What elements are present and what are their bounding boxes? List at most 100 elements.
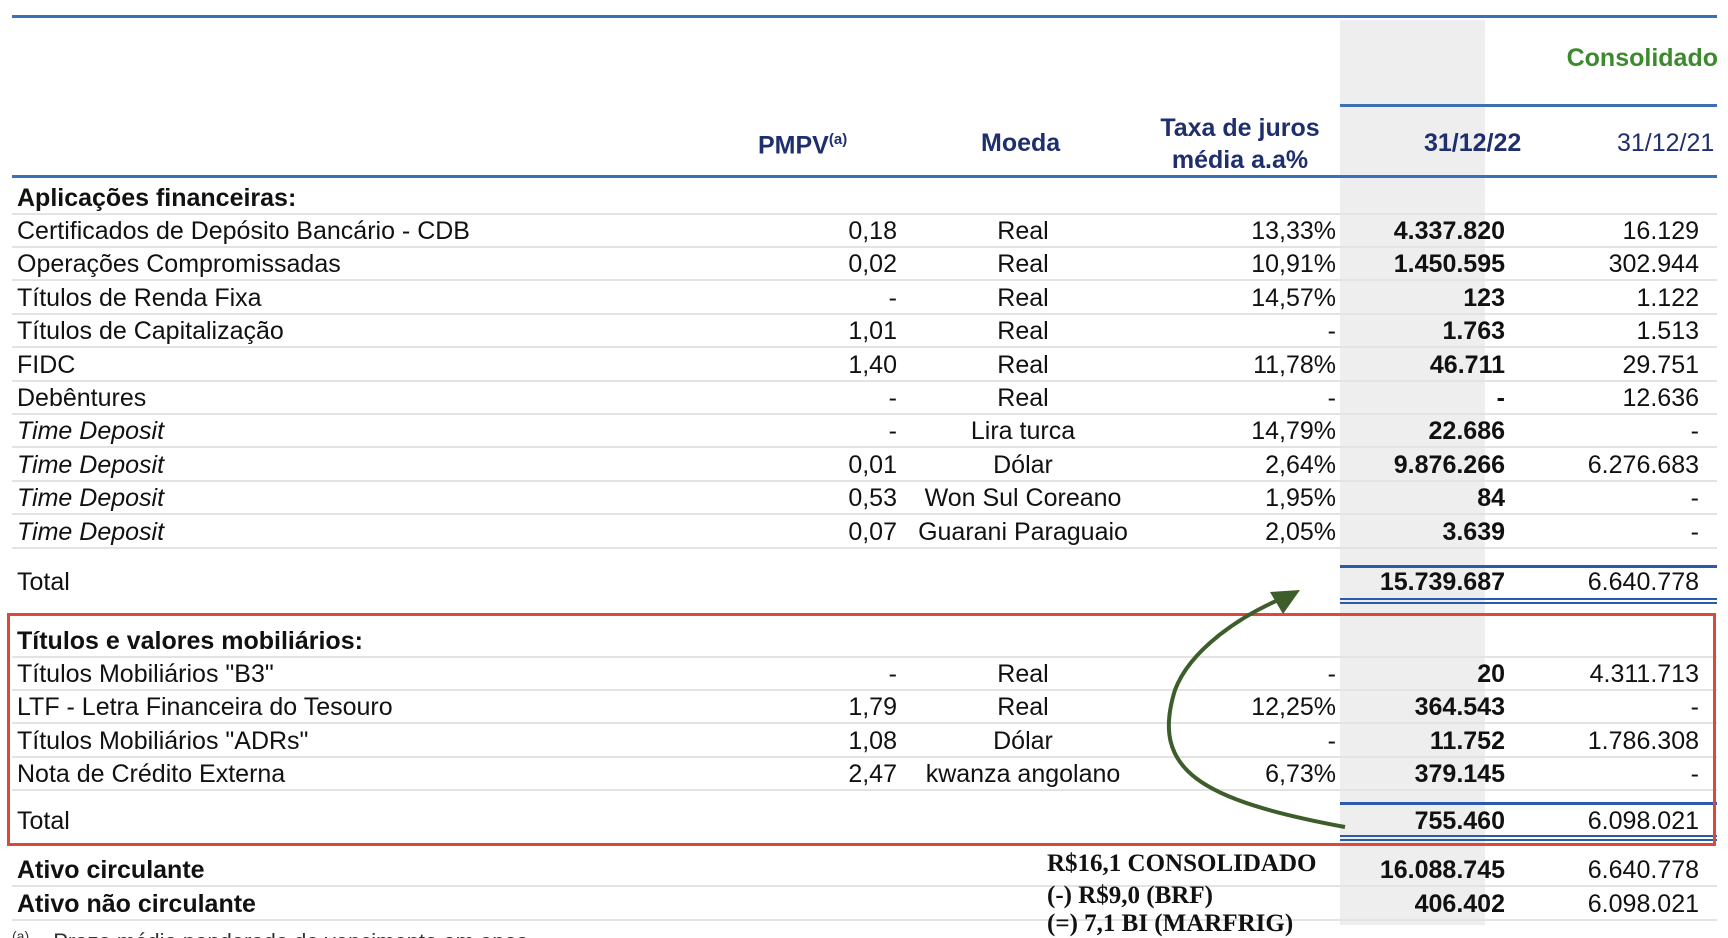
moeda-value: Real [997, 693, 1049, 722]
row-label: Operações Compromissadas [17, 250, 341, 279]
summary-row-nao-circulante: Ativo não circulante 406.402 6.098.021 [12, 888, 1717, 921]
total-row-section1: Total 15.739.687 6.640.778 [12, 566, 1717, 597]
value-2021: 1.513 [1636, 317, 1699, 346]
table-row: Operações Compromissadas 0,02 Real 10,91% 1.… [12, 248, 1717, 282]
summary-label: Ativo circulante [17, 856, 205, 884]
total-2021-value: 6.098.021 [1587, 807, 1699, 835]
pmpv-value: 0,07 [848, 517, 897, 546]
value-2021: 12.636 [1622, 384, 1699, 412]
value-2021: 4.311.713 [1589, 660, 1699, 688]
pmpv-value: 0,01 [848, 450, 897, 479]
taxa-value: 12,25% [1251, 693, 1336, 722]
pmpv-value: - [888, 384, 897, 412]
pmpv-value: 0,18 [848, 217, 897, 245]
pmpv-value: 0,02 [848, 250, 897, 279]
total-2021-value: 6.640.778 [1587, 568, 1699, 596]
value-2022: 22.686 [1428, 417, 1505, 446]
pmpv-value: - [888, 283, 897, 312]
pmpv-header: PMPV(a) [758, 131, 847, 160]
taxa-value: 14,57% [1251, 283, 1336, 312]
total-row-section2: Total 755.460 6.098.021 [12, 805, 1717, 836]
value-2021: 1.122 [1636, 283, 1699, 312]
total1-double-rule [1340, 598, 1717, 604]
pmpv-value: 1,01 [848, 317, 897, 346]
value-2021: 1.786.308 [1587, 726, 1699, 755]
moeda-header: Moeda [981, 129, 1061, 157]
table-row: Nota de Crédito Externa 2,47 kwanza angola… [12, 758, 1717, 792]
value-2021: - [1690, 760, 1699, 789]
moeda-value: Real [997, 384, 1049, 412]
taxa-value: - [1327, 726, 1336, 755]
top-rule [12, 15, 1717, 18]
moeda-value: Real [997, 317, 1049, 346]
arrow-curve [1166, 593, 1346, 829]
total-2022-value: 15.739.687 [1379, 568, 1505, 596]
highlight-box [7, 613, 1716, 846]
taxa-value: 2,64% [1265, 450, 1336, 479]
row-label: Títulos de Renda Fixa [17, 283, 262, 312]
total-2022-value: 755.460 [1414, 807, 1505, 835]
value-2021: 6.276.683 [1587, 450, 1699, 479]
taxa-value: 10,91% [1251, 250, 1336, 279]
taxa-value: 13,33% [1251, 217, 1336, 245]
summary-label: Ativo não circulante [17, 890, 256, 918]
value-2022: 9.876.266 [1393, 450, 1505, 479]
table-row: FIDC 1,40 Real 11,78% 46.711 29.751 [12, 349, 1717, 382]
table-row: Time Deposit 0,01 Dólar 2,64% 9.876.266 6.276… [12, 449, 1717, 482]
value-2021: - [1690, 484, 1699, 513]
taxa-header: Taxa de juros média a.a% [1150, 112, 1330, 176]
table-row: LTF - Letra Financeira do Tesouro 1,79 Rea… [12, 691, 1717, 725]
col-2021-header: 31/12/21 [1617, 129, 1715, 157]
consolidated-rule [1340, 104, 1717, 107]
summary-2021-value: 6.640.778 [1587, 856, 1699, 884]
pmpv-value: 1,79 [848, 693, 897, 722]
taxa-value: 1,95% [1265, 484, 1336, 513]
consolidated-2022-column-shading [1340, 20, 1485, 925]
value-2021: 16.129 [1622, 217, 1699, 245]
value-2022: 84 [1477, 484, 1505, 513]
annotation-line1: R$16,1 CONSOLIDADO [1047, 850, 1317, 877]
taxa-value: 6,73% [1265, 760, 1336, 789]
total-label: Total [17, 568, 70, 596]
row-label: Nota de Crédito Externa [17, 760, 286, 789]
table-row: Títulos de Capitalização 1,01 Real - 1.763 1.… [12, 315, 1717, 349]
value-2022: 4.337.820 [1393, 217, 1505, 245]
value-2022: 3.639 [1442, 517, 1505, 546]
section-title-titulos: Títulos e valores mobiliários: [17, 627, 363, 655]
table-row: Títulos Mobiliários "B3" - Real - 20 4.311.71… [12, 658, 1717, 691]
row-label: Títulos Mobiliários "B3" [17, 660, 274, 688]
taxa-header-line2: média a.a% [1171, 146, 1309, 174]
row-label: Títulos Mobiliários "ADRs" [17, 726, 309, 755]
taxa-value: 14,79% [1251, 417, 1336, 446]
value-2022: 20 [1477, 660, 1505, 688]
row-label: Time Deposit [17, 484, 165, 513]
total2-top-rule [1340, 802, 1717, 805]
row-label: Time Deposit [17, 450, 165, 479]
table-row: Debêntures - Real - - 12.636 [12, 382, 1717, 415]
total2-double-rule [1340, 835, 1717, 841]
taxa-value: - [1327, 384, 1336, 412]
summary-2022-value: 16.088.745 [1379, 856, 1505, 884]
moeda-value: Won Sul Coreano [924, 484, 1122, 513]
value-2022: 46.711 [1429, 350, 1505, 379]
arrow-head [1270, 590, 1300, 614]
section-title-aplicacoes: Aplicações financeiras: [17, 184, 297, 212]
total1-top-rule [1340, 565, 1717, 568]
section-title-row: Aplicações financeiras: [12, 182, 1717, 215]
value-2021: 302.944 [1608, 250, 1699, 279]
value-2022: 379.145 [1414, 760, 1505, 789]
value-2022: 11.752 [1429, 726, 1505, 755]
moeda-value: kwanza angolano [925, 760, 1121, 789]
pmpv-value: 2,47 [848, 760, 897, 789]
moeda-value: Real [997, 660, 1049, 688]
moeda-value: Real [997, 283, 1049, 312]
row-label: Títulos de Capitalização [17, 317, 284, 346]
pmpv-value: 1,40 [848, 350, 897, 379]
table-row: Títulos Mobiliários "ADRs" 1,08 Dólar - 11.7… [12, 725, 1717, 758]
summary-row-circulante: Ativo circulante 16.088.745 6.640.778 [12, 854, 1717, 887]
row-label: Debêntures [17, 384, 147, 412]
value-2022: 1.763 [1442, 317, 1505, 346]
table-row: Time Deposit 0,53 Won Sul Coreano 1,95% 84 - [12, 482, 1717, 516]
